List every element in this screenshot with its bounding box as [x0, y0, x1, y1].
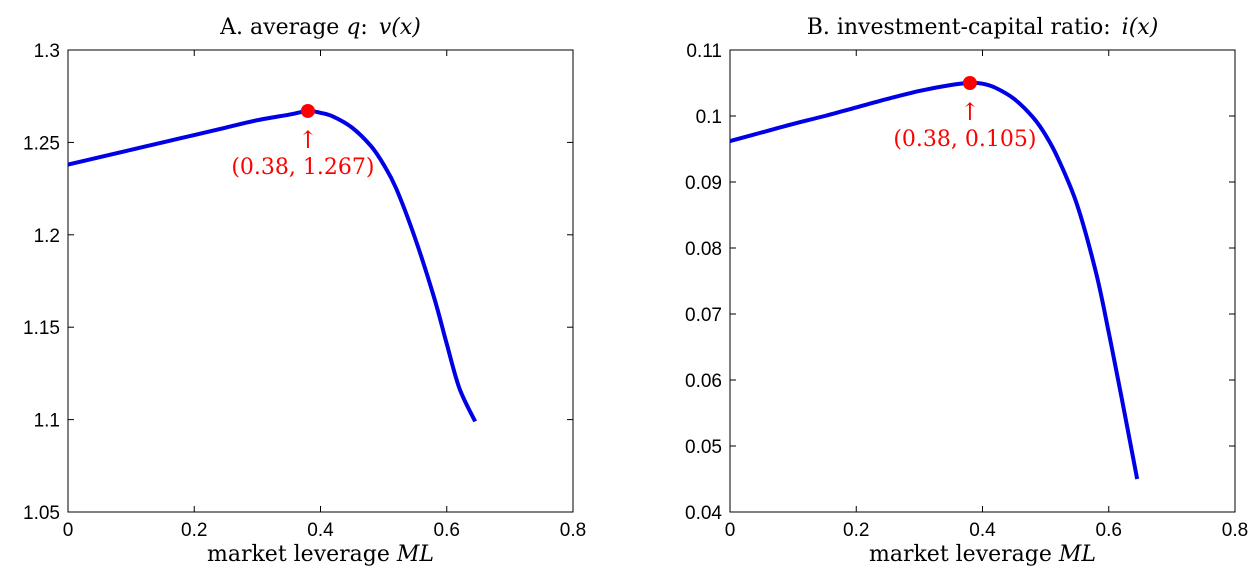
y-tick-label: 1.3: [34, 41, 60, 62]
chart-title: A. average q: v(x): [219, 15, 421, 40]
y-tick-label: 1.1: [34, 411, 60, 432]
peak-arrow: ↑: [298, 126, 318, 154]
y-tick-label: 1.25: [23, 133, 60, 154]
x-axis-label-math: ML: [396, 542, 434, 567]
peak-label: (0.38, 1.267): [231, 155, 374, 180]
x-tick-label: 0.8: [560, 520, 586, 541]
peak-arrow: ↑: [960, 98, 980, 126]
x-tick-label: 0.6: [1096, 520, 1122, 541]
x-tick-label: 0: [725, 520, 736, 541]
y-tick-label: 1.2: [34, 226, 60, 247]
y-tick-label: 0.04: [685, 503, 722, 524]
panel-a: 0 0.2 0.4 0.6 0.8 1.05 1.1 1.15 1.2 1.25 1.3 A. ave…: [23, 15, 586, 567]
series-line: [729, 80, 1140, 480]
peak-label: (0.38, 0.105): [893, 127, 1036, 152]
chart-title-math: v(x): [379, 15, 421, 40]
y-tick-label: 0.08: [685, 239, 722, 260]
y-tick-label: 1.05: [23, 503, 60, 524]
panel-b: 0 0.2 0.4 0.6 0.8 0.04 0.05 0.06 0.07 0.08 0.09 0.1…: [685, 15, 1248, 567]
x-axis-label-text: market leverage: [869, 542, 1059, 567]
y-tick-label: 0.06: [685, 371, 722, 392]
x-tick-label: 0.2: [843, 520, 869, 541]
y-tick-label: 0.05: [685, 437, 722, 458]
plot-frame: [67, 49, 574, 513]
chart-title-prefix: A. average: [219, 15, 346, 40]
y-tick-label: 0.11: [686, 41, 722, 62]
x-axis-label-math: ML: [1058, 542, 1096, 567]
chart-title-math: i(x): [1122, 15, 1159, 40]
chart-title-prefix: B. investment-capital ratio:: [807, 15, 1118, 40]
x-tick-label: 0: [63, 520, 74, 541]
x-axis-label: market leverage ML: [207, 542, 434, 567]
chart-title-italic: q: [346, 15, 360, 40]
chart-title-suffix: :: [360, 15, 374, 40]
y-tick-label: 0.07: [685, 305, 722, 326]
x-tick-label: 0.2: [181, 520, 207, 541]
x-tick-label: 0.8: [1222, 520, 1248, 541]
y-tick-label: 0.1: [696, 107, 722, 128]
y-tick-label: 0.09: [685, 173, 722, 194]
x-tick-label: 0.4: [969, 520, 996, 541]
x-axis-label: market leverage ML: [869, 542, 1096, 567]
chart-title: B. investment-capital ratio: i(x): [807, 15, 1159, 40]
x-axis-label-text: market leverage: [207, 542, 397, 567]
peak-marker: [300, 103, 315, 118]
x-tick-label: 0.4: [307, 520, 334, 541]
x-tick-label: 0.6: [434, 520, 460, 541]
peak-marker: [962, 76, 977, 90]
series-line: [67, 108, 477, 423]
y-tick-label: 1.15: [23, 318, 60, 339]
